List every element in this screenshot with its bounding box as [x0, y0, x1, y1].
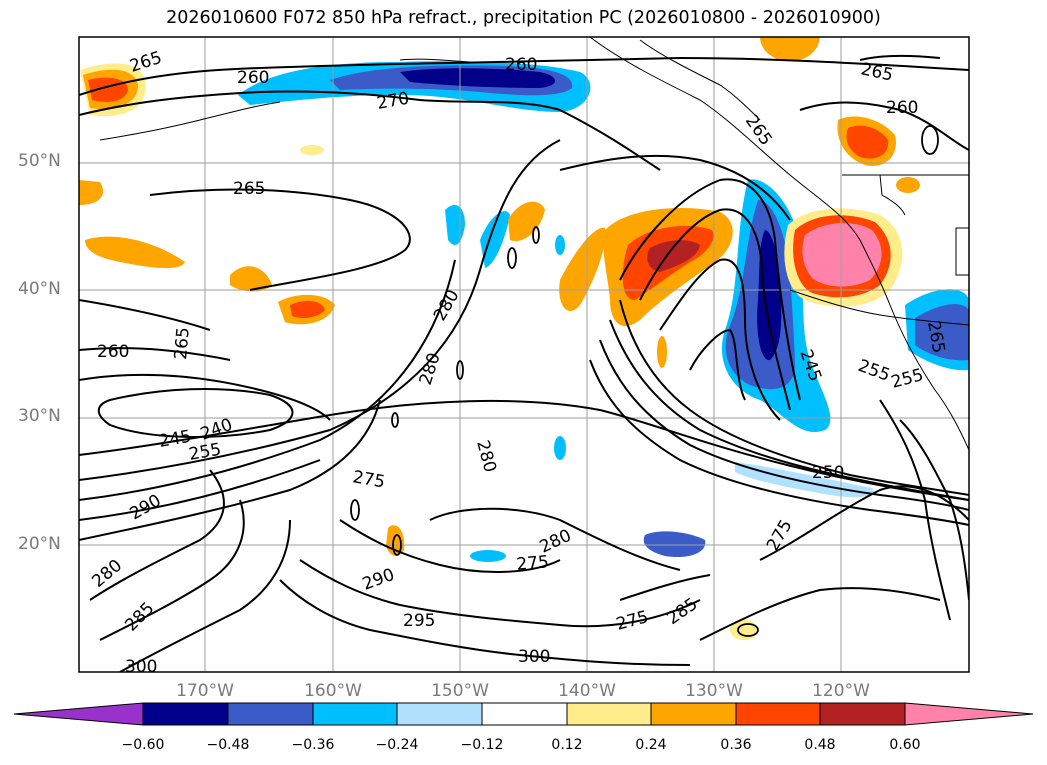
small-negative-cell [470, 550, 506, 562]
colorbar-tick-label: 0.60 [889, 737, 921, 753]
colorbar-segment [650, 702, 737, 726]
california-negative-core [915, 304, 969, 361]
contour-label: 260 [886, 98, 918, 118]
northern-coast-positive-core [846, 125, 889, 159]
contour-label: 260 [237, 68, 269, 88]
precip-negative-shading [238, 61, 969, 562]
colorbar-tick-label: −0.60 [121, 737, 165, 753]
small-positive-cell [300, 145, 324, 155]
colorbar-tick-label: 0.48 [804, 737, 836, 753]
small-contour-loops [350, 125, 939, 637]
colorbar-tick-label: 0.12 [551, 737, 583, 753]
lat-label-30n: 30°N [18, 406, 61, 426]
colorbar-under-arrow [13, 702, 144, 726]
contour-label: 260 [505, 55, 537, 75]
west-pacific-positive-2 [230, 266, 272, 292]
colorbar-tick-label: −0.12 [460, 737, 504, 753]
lon-label-130w: 130°W [685, 681, 743, 701]
mid-pacific-negative-streak-2 [480, 211, 510, 268]
colorbar-segment [481, 702, 568, 726]
colorbar [13, 702, 1034, 726]
contour-label: 250 [812, 463, 844, 483]
colorbar-segment [819, 702, 906, 726]
pacific-northwest-positive-max [802, 223, 882, 287]
small-negative-cell [555, 235, 565, 255]
refractivity-contours [79, 54, 969, 672]
contour-label: 300 [518, 647, 550, 667]
precip-positive-shading [79, 37, 920, 640]
contour-label: 275 [516, 552, 550, 575]
small-positive-cell [896, 177, 920, 193]
colorbar-tick-label: 0.24 [635, 737, 667, 753]
lat-label-50n: 50°N [18, 151, 61, 171]
chart-title: 2026010600 F072 850 hPa refract., precip… [166, 8, 881, 28]
graticule [79, 37, 969, 672]
aleutian-negative-max [400, 68, 555, 88]
lat-label-40n: 40°N [18, 279, 61, 299]
colorbar-tick-label: −0.36 [291, 737, 335, 753]
lon-label-140w: 140°W [558, 681, 616, 701]
colorbar-segment [396, 702, 483, 726]
lon-label-150w: 150°W [431, 681, 489, 701]
lon-label-120w: 120°W [812, 681, 870, 701]
north-edge-positive [760, 37, 820, 62]
map-frame [78, 36, 970, 673]
lon-label-160w: 160°W [304, 681, 362, 701]
colorbar-tick-label: −0.24 [375, 737, 419, 753]
contour-label: 300 [125, 657, 157, 677]
west-pacific-positive [85, 236, 185, 269]
colorbar-segment [312, 702, 398, 726]
subtropical-negative-spot [643, 531, 706, 558]
west-coast-negative-trough-max [757, 230, 782, 361]
small-positive-cell [657, 336, 667, 368]
coastlines [99, 37, 969, 451]
small-negative-cell [554, 436, 566, 460]
central-north-pacific-positive-core [290, 300, 325, 318]
lat-label-20n: 20°N [18, 534, 61, 554]
west-edge-positive [79, 180, 104, 205]
contour-label: 265 [171, 326, 194, 360]
colorbar-segment [142, 702, 229, 726]
colorbar-segment [566, 702, 652, 726]
colorbar-segment [227, 702, 314, 726]
colorbar-tick-label: 0.36 [720, 737, 752, 753]
contour-label: 295 [403, 611, 435, 631]
colorbar-segment [735, 702, 821, 726]
contour-labels: 265 260 260 270 265 265 260 265 280 280 … [88, 48, 948, 677]
map-background [79, 37, 969, 672]
colorbar-over-arrow [904, 702, 1034, 726]
colorbar-tick-label: −0.48 [206, 737, 250, 753]
lon-label-170w: 170°W [176, 681, 234, 701]
contour-label: 260 [97, 342, 129, 362]
mid-pacific-positive-spot [508, 201, 545, 242]
contour-label: 265 [233, 179, 265, 199]
